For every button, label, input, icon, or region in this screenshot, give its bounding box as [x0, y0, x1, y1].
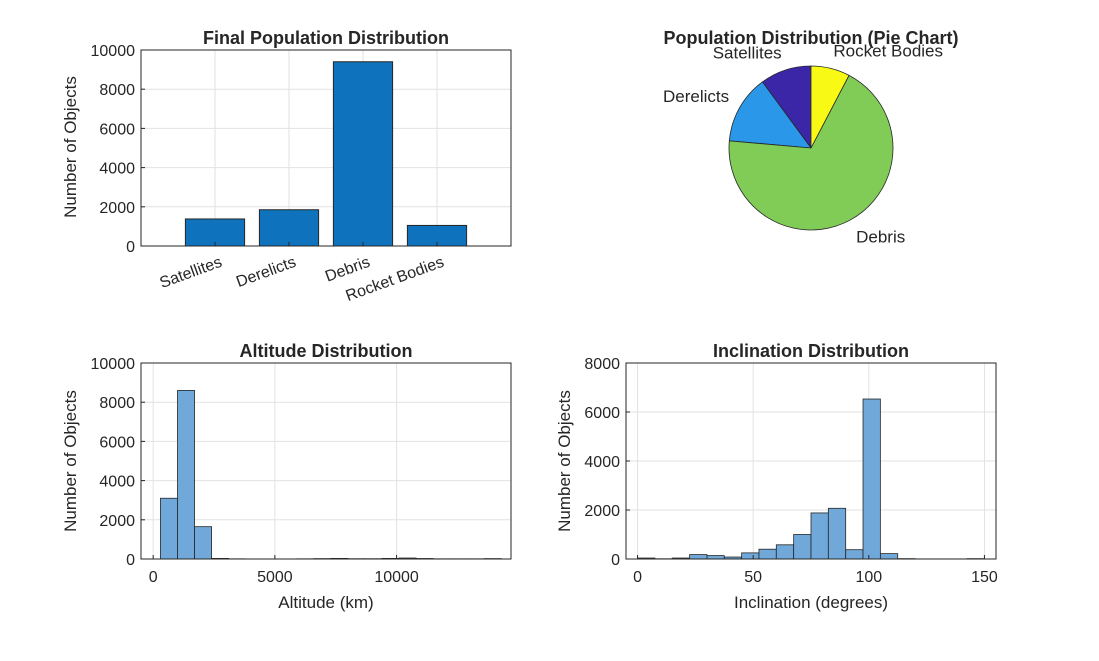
final-population-xtick-label: Derelicts: [234, 254, 298, 291]
altitude-ytick-label: 2000: [99, 513, 135, 530]
altitude-ylabel: Number of Objects: [61, 390, 80, 532]
altitude-xtick-label: 10000: [374, 569, 419, 586]
inclination-bin: [810, 512, 829, 560]
final-population-chart: Final Population Distribution Number of …: [61, 28, 512, 305]
inclination-ytick-label: 4000: [584, 454, 620, 471]
inclination-xlabel: Inclination (degrees): [734, 593, 888, 612]
pie-chart: Satellites Derelicts Debris Rocket Bodies P…: [663, 28, 959, 247]
inclination-ytick-label: 0: [611, 552, 620, 569]
inclination-bin: [758, 548, 777, 560]
inclination-bin: [689, 554, 708, 560]
altitude-title: Altitude Distribution: [240, 341, 413, 361]
altitude-histogram: Altitude Distribution Number of Objects …: [61, 341, 512, 612]
final-population-ytick-label: 8000: [99, 82, 135, 99]
slice-derelicts: [728, 81, 812, 149]
slice-debris: [728, 74, 894, 231]
final-population-ylabel: Number of Objects: [61, 76, 80, 218]
final-population-ytick-label: 2000: [99, 200, 135, 217]
inclination-ytick-label: 2000: [584, 503, 620, 520]
inclination-bin: [845, 549, 864, 560]
inclination-bin: [741, 552, 760, 560]
bar-derelicts: [258, 209, 320, 247]
final-population-ytick-label: 0: [126, 239, 135, 256]
bar-debris: [332, 61, 394, 247]
altitude-bin: [177, 390, 195, 560]
altitude-bin: [194, 526, 212, 560]
inclination-ylabel: Number of Objects: [555, 390, 574, 532]
inclination-bin: [775, 544, 795, 560]
inclination-title: Inclination Distribution: [713, 341, 909, 361]
inclination-bin: [862, 398, 881, 560]
inclination-xtick-label: 0: [633, 569, 642, 586]
inclination-xtick-label: 100: [855, 569, 882, 586]
inclination-bin: [706, 555, 725, 560]
bar-satellites: [184, 218, 246, 247]
pie-chart-title: Population Distribution (Pie Chart): [664, 28, 959, 48]
final-population-axes: [140, 49, 512, 247]
altitude-xtick-label: 0: [149, 569, 158, 586]
altitude-ytick-label: 10000: [91, 356, 136, 373]
inclination-xtick-label: 150: [971, 569, 998, 586]
inclination-ytick-label: 8000: [584, 356, 620, 373]
altitude-ytick-label: 0: [126, 552, 135, 569]
inclination-bin: [879, 553, 899, 560]
altitude-xtick-label: 5000: [257, 569, 293, 586]
altitude-ytick-label: 4000: [99, 474, 135, 491]
slice-label-satellites: Satellites: [713, 44, 782, 63]
final-population-ytick-label: 10000: [91, 43, 136, 60]
final-population-xtick-label: Satellites: [158, 254, 225, 292]
slice-label-derelicts: Derelicts: [663, 87, 729, 106]
altitude-ytick-label: 6000: [99, 434, 135, 451]
inclination-bin: [827, 507, 847, 560]
altitude-ytick-label: 8000: [99, 395, 135, 412]
altitude-bin: [160, 497, 178, 560]
inclination-xtick-label: 50: [744, 569, 762, 586]
inclination-histogram: Inclination Distribution Number of Objec…: [555, 341, 998, 612]
slice-label-rocket-bodies: Rocket Bodies: [833, 42, 943, 61]
final-population-ytick-label: 6000: [99, 121, 135, 138]
final-population-title: Final Population Distribution: [203, 28, 449, 48]
inclination-bin: [793, 534, 812, 560]
final-population-ytick-label: 4000: [99, 161, 135, 178]
altitude-xlabel: Altitude (km): [278, 593, 373, 612]
inclination-ytick-label: 6000: [584, 405, 620, 422]
slice-label-debris: Debris: [856, 228, 905, 247]
slice-rocket-bodies: [810, 65, 850, 149]
altitude-axes: [140, 362, 512, 560]
